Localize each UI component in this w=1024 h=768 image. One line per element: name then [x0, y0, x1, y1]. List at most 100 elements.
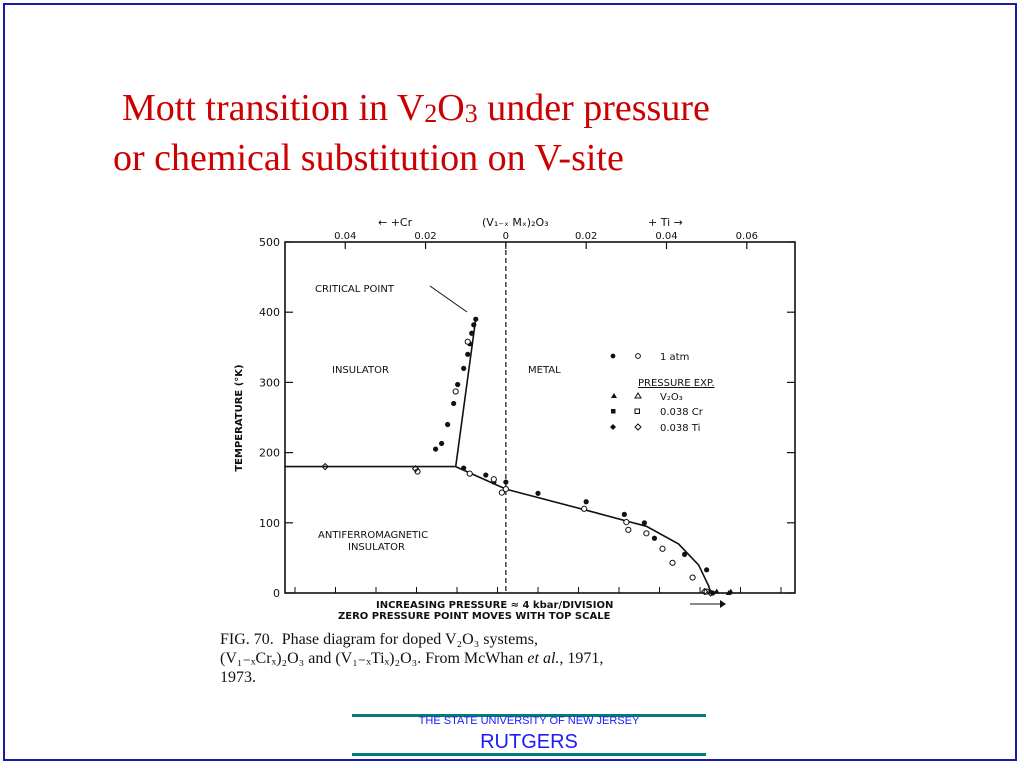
data-point-open — [466, 470, 473, 477]
data-point-filled — [681, 551, 688, 557]
plot-frame — [284, 241, 796, 594]
legend-filled-diamond — [610, 424, 616, 430]
top-axis-ticks: 0.04 0.02 0 0.02 0.04 0.06 — [294, 231, 782, 593]
data-point-filled — [445, 421, 451, 428]
figure-caption: FIG. 70. Phase diagram for doped V₂O₃ sy… — [220, 630, 820, 687]
afi-label-line2: INSULATOR — [348, 542, 405, 553]
caption-text-2: (V₁₋ₓCrₓ)₂O₃ and (V₁₋ₓTiₓ)₂O₃. From McWh… — [220, 650, 528, 667]
top-tick-label: 0.06 — [736, 231, 758, 242]
title-text-o: O — [437, 87, 465, 129]
data-point-filled — [432, 446, 439, 452]
data-point-filled — [471, 322, 477, 328]
title-subscript-2: 2 — [424, 99, 438, 128]
logo-top-bar — [352, 714, 706, 717]
y-axis-ticks: 0 100 200 300 400 500 — [259, 236, 795, 600]
caption-et-al: et al. — [527, 650, 560, 667]
data-point-open — [625, 526, 632, 533]
rutgers-wordmark: RUTGERS — [480, 731, 578, 753]
title-subscript-3: 3 — [464, 99, 478, 128]
title-text-pre: Mott transition in V — [122, 87, 425, 129]
data-point-open — [643, 530, 650, 537]
phase-diagram-chart: ← +Cr (V₁₋ₓ Mₓ)₂O₃ + Ti → 0.04 0.02 0 0.02 0… — [234, 216, 796, 620]
top-axis-cr-label: ← +Cr — [378, 216, 413, 229]
x-axis-label-line1: INCREASING PRESSURE ≈ 4 kbar/DIVISION — [376, 600, 613, 611]
top-tick-label: 0.04 — [655, 231, 677, 242]
data-point-triangle — [725, 590, 732, 595]
data-point-filled — [583, 499, 589, 505]
bottom-arrow-head — [720, 600, 726, 608]
logo-bottom-bar — [352, 753, 706, 756]
critical-point-label: CRITICAL POINT — [315, 284, 395, 295]
caption-text-4: 1973. — [220, 669, 256, 686]
top-axis-ti-label: + Ti → — [648, 216, 683, 229]
y-tick-label: 500 — [259, 236, 280, 249]
data-point-filled — [704, 567, 710, 573]
legend-1atm: 1 atm — [660, 352, 689, 363]
legend-filled-dot — [610, 353, 616, 359]
phase-line-first-order-insulator-metal — [454, 319, 477, 467]
data-point-filled — [535, 490, 541, 496]
phase-line-afi-boundary-right — [455, 465, 712, 594]
x-axis-label-line2: ZERO PRESSURE POINT MOVES WITH TOP SCALE — [338, 611, 611, 620]
data-point-open-diamond — [321, 462, 329, 471]
data-point-filled — [483, 472, 489, 478]
insulator-label: INSULATOR — [332, 365, 389, 376]
phase-boundary-lines — [285, 319, 712, 594]
data-point-filled — [503, 479, 509, 485]
legend-cr: 0.038 Cr — [660, 407, 704, 418]
data-point-open — [623, 518, 630, 526]
data-point-filled — [439, 440, 445, 447]
legend-triangle — [611, 393, 617, 398]
data-point-open-diamond — [411, 465, 420, 473]
legend-v2o3: V₂O₃ — [660, 392, 683, 403]
data-point-open — [490, 476, 497, 483]
caption-text-1: Phase diagram for doped V₂O₃ systems, — [281, 631, 538, 648]
title-line-1: Mott transition in V2O3 under pressure — [122, 84, 710, 132]
data-point-filled — [451, 400, 457, 407]
y-axis-label: TEMPERATURE (°K) — [234, 364, 245, 471]
data-point-open — [689, 574, 696, 581]
legend-open-triangle — [634, 392, 642, 399]
data-point-open — [498, 489, 505, 496]
x-axis-arrows — [690, 600, 726, 608]
data-points — [321, 316, 734, 597]
data-point-filled — [465, 351, 471, 357]
legend-filled-square — [611, 409, 616, 414]
data-point-filled — [461, 365, 467, 371]
data-point-open — [464, 338, 471, 345]
data-point-filled — [469, 330, 475, 336]
caption-fig-number: FIG. 70. — [220, 631, 274, 648]
top-tick-label: 0 — [503, 231, 509, 242]
top-tick-label: 0.04 — [334, 231, 356, 242]
y-tick-label: 300 — [259, 376, 280, 389]
y-tick-label: 400 — [259, 306, 280, 319]
data-point-filled — [473, 316, 479, 322]
data-point-open-diamond — [706, 589, 715, 597]
afi-label-line1: ANTIFERROMAGNETIC — [318, 530, 428, 541]
data-point-open — [452, 388, 459, 395]
y-tick-label: 0 — [273, 587, 280, 600]
top-axis-header: ← +Cr (V₁₋ₓ Mₓ)₂O₃ + Ti → — [378, 216, 683, 229]
data-point-filled — [621, 511, 627, 517]
slide-frame — [3, 3, 1017, 761]
critical-point-leader — [429, 285, 468, 313]
top-tick-label: 0.02 — [575, 231, 597, 242]
metal-label: METAL — [528, 365, 561, 376]
legend-open-square — [634, 408, 640, 414]
title-text-post: under pressure — [477, 87, 710, 129]
data-point-open — [659, 545, 666, 552]
rutgers-logo: THE STATE UNIVERSITY OF NEW JERSEY RUTGE… — [352, 714, 706, 756]
caption-text-3: , 1971, — [559, 650, 604, 667]
legend-open-dot — [635, 353, 641, 359]
title-line-2: or chemical substitution on V-site — [113, 137, 624, 179]
data-point-open — [502, 486, 509, 493]
data-point-triangle — [713, 588, 720, 594]
top-axis-formula-label: (V₁₋ₓ Mₓ)₂O₃ — [482, 216, 549, 229]
data-point-open — [581, 505, 588, 512]
top-tick-label: 0.02 — [414, 231, 436, 242]
data-point-filled — [651, 535, 658, 541]
chart-legend: 1 atm PRESSURE EXP. V₂O₃ 0.038 Cr 0.038 … — [610, 352, 715, 434]
data-point-filled — [455, 381, 461, 388]
data-point-filled — [710, 590, 716, 596]
data-point-filled — [461, 465, 467, 471]
